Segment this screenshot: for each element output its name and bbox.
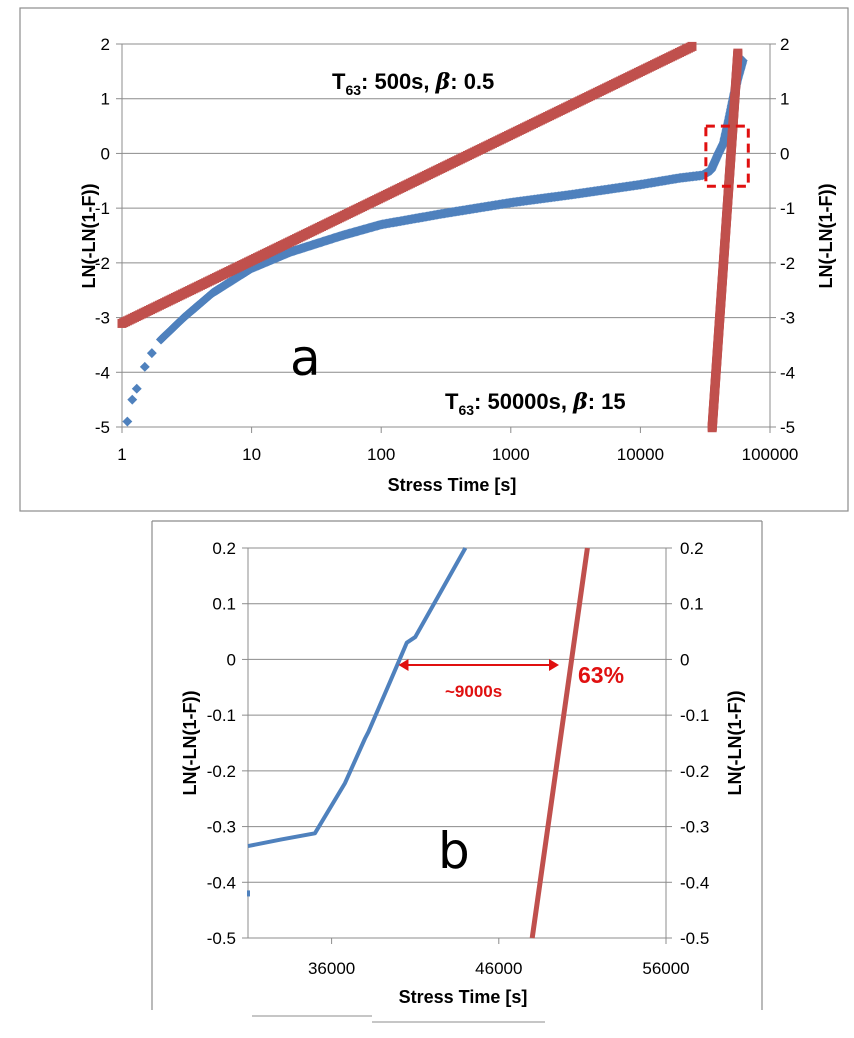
chart-a-ylabel-right: LN(-LN(1-F)): [816, 184, 836, 289]
chart-b-xtick-label: 46000: [475, 959, 522, 978]
chart-a-ytick-label-right: -4: [780, 363, 795, 382]
chart-b-ytick-label: 0.1: [212, 595, 236, 614]
chart-a-xtick-label: 100000: [742, 445, 799, 464]
chart-a-fit-point: [687, 41, 697, 51]
chart-a-gridlines: [122, 43, 770, 428]
chart-b-ticks: 0.2 0.2 0.1 0.1 0 0 -0.1 -0.1 -0.2 -0.2 -0.3 -0.3 -0…: [207, 539, 710, 978]
chart-a-measured-series: [122, 55, 748, 427]
chart-b-gap-arrow: [398, 659, 559, 671]
chart-b: 0.2 0.2 0.1 0.1 0 0 -0.1 -0.1 -0.2 -0.2 -0.3 -0.3 -0…: [151, 520, 763, 1023]
chart-b-gap-label: ~9000s: [445, 682, 502, 701]
chart-b-ytick-label-right: -0.1: [680, 706, 709, 725]
chart-b-ytick-label: -0.3: [207, 818, 236, 837]
chart-b-ytick-label-right: 0: [680, 650, 689, 669]
chart-b-ytick-label: 0: [227, 650, 236, 669]
chart-b-edge-mark: [247, 890, 250, 897]
chart-a-ytick-label-right: 1: [780, 90, 789, 109]
chart-a-annotation-fit1: T63: 500s, β: 0.5: [332, 69, 494, 98]
chart-a-ytick-label-right: 2: [780, 35, 789, 54]
chart-b-ytick-label: -0.1: [207, 706, 236, 725]
chart-b-gap-arrow-head-right: [548, 659, 559, 671]
chart-a-ytick-label: 2: [101, 35, 110, 54]
chart-b-ytick-label-right: 0.2: [680, 539, 704, 558]
chart-a-highlight-box: [704, 124, 750, 188]
chart-a-ytick-label: 1: [101, 90, 110, 109]
chart-a-ytick-label: 0: [101, 144, 110, 163]
chart-a-fit-point: [733, 48, 743, 58]
chart-a-xlabel: Stress Time [s]: [388, 475, 517, 495]
chart-a-data-point: [131, 383, 142, 394]
chart-a-xtick-label: 100: [367, 445, 395, 464]
chart-b-xtick-label: 56000: [642, 959, 689, 978]
chart-a-data-point: [127, 394, 138, 405]
chart-a-data-point: [139, 361, 150, 372]
chart-a-ytick-label-right: -1: [780, 199, 795, 218]
chart-b-percent-label: 63%: [578, 662, 624, 688]
chart-a: 2 21 10 0-1 -1-2 -2-3 -3-4 -4-5 -51 10 100 1000 1000…: [19, 7, 849, 512]
chart-a-ytick-label: -1: [95, 199, 110, 218]
chart-b-gridlines: [248, 547, 666, 939]
chart-b-gap-arrow-head-left: [398, 659, 409, 671]
chart-a-ytick-label-right: 0: [780, 144, 789, 163]
chart-b-ytick-label-right: 0.1: [680, 595, 704, 614]
chart-a-ytick-label: -5: [95, 418, 110, 437]
chart-a-ytick-label: -3: [95, 309, 110, 328]
chart-b-series-blue: [247, 547, 468, 849]
chart-a-panel-label: a: [290, 329, 321, 387]
chart-b-ytick-label-right: -0.5: [680, 929, 709, 948]
chart-a-ytick-label-right: -3: [780, 309, 795, 328]
chart-a-annotation-fit2: T63: 50000s, β: 15: [445, 389, 626, 418]
chart-a-fit-series-50000s: [707, 48, 743, 433]
chart-b-ytick-label-right: -0.2: [680, 762, 709, 781]
chart-a-xtick-label: 10000: [617, 445, 664, 464]
chart-b-ytick-label: 0.2: [212, 539, 236, 558]
chart-a-xtick-label: 1: [117, 445, 126, 464]
chart-b-xlabel: Stress Time [s]: [399, 987, 528, 1007]
chart-b-ytick-label: -0.4: [207, 873, 236, 892]
chart-a-data-point: [146, 348, 157, 359]
chart-b-ytick-label: -0.2: [207, 762, 236, 781]
chart-b-xtick-label: 36000: [308, 959, 355, 978]
chart-a-fit-series-500s: [117, 41, 697, 328]
chart-b-series-red: [529, 547, 590, 939]
chart-a-xtick-label: 1000: [492, 445, 530, 464]
chart-a-ytick-label-right: -5: [780, 418, 795, 437]
chart-a-ticks: 2 21 10 0-1 -1-2 -2-3 -3-4 -4-5 -51 10 100 1000 1000…: [95, 35, 798, 464]
chart-b-ylabel-left: LN(-LN(1-F)): [180, 691, 200, 796]
chart-a-ylabel-left: LN(-LN(1-F)): [79, 184, 99, 289]
chart-a-ytick-label-right: -2: [780, 254, 795, 273]
chart-b-ytick-label-right: -0.4: [680, 873, 709, 892]
chart-a-ytick-label: -4: [95, 363, 110, 382]
chart-b-ytick-label: -0.5: [207, 929, 236, 948]
chart-a-ytick-label: -2: [95, 254, 110, 273]
chart-b-series: [247, 547, 590, 939]
chart-b-ytick-label-right: -0.3: [680, 818, 709, 837]
chart-b-panel-label: b: [438, 822, 470, 880]
chart-a-xtick-label: 10: [242, 445, 261, 464]
chart-b-ylabel-right: LN(-LN(1-F)): [725, 691, 745, 796]
